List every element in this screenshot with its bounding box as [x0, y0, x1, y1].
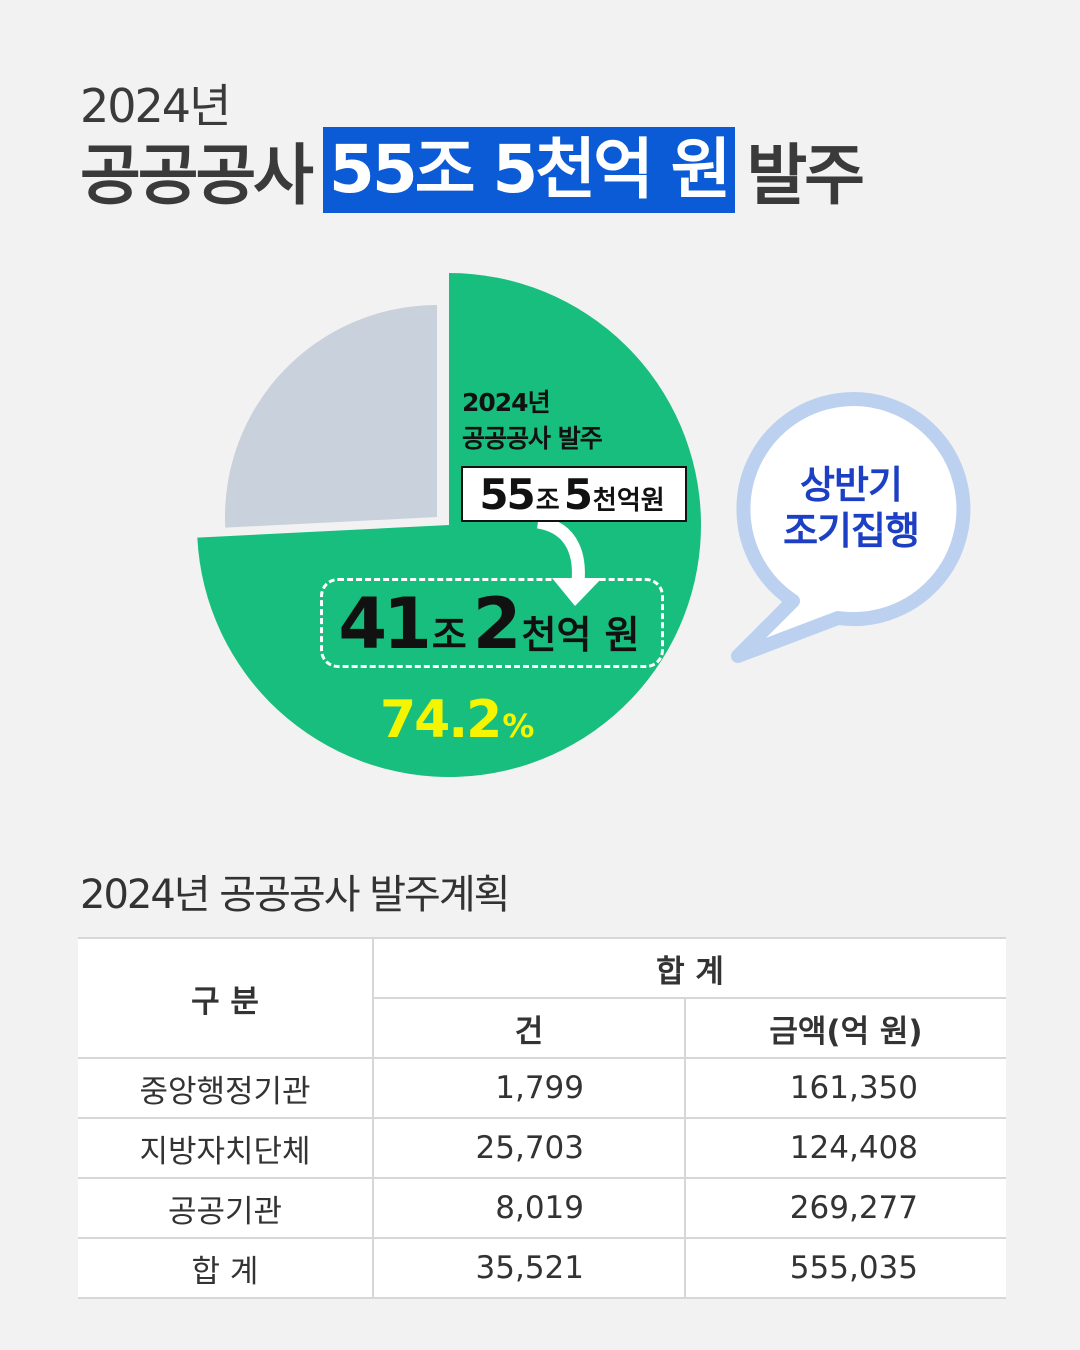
row-category: 공공기관 — [78, 1177, 374, 1239]
row-amount: 269,277 — [684, 1177, 1006, 1239]
total-amount-unit1: 조 — [535, 486, 560, 516]
pie-label: 2024년 공공공사 발주 — [462, 385, 603, 457]
section-title: 2024년 공공공사 발주계획 — [80, 872, 510, 918]
pie-label-year: 2024년 — [462, 388, 551, 417]
header-total: 합 계 — [372, 937, 1006, 999]
percent-value: 74.2 — [380, 690, 502, 750]
percent-label: 74.2% — [380, 690, 534, 750]
result-amount-b: 2 — [472, 583, 522, 665]
table-row: 합 계 35,521 555,035 — [78, 1237, 1006, 1299]
speech-bubble — [731, 392, 971, 663]
table-row: 공공기관 8,019 269,277 — [78, 1177, 1006, 1239]
bubble-line1: 상반기 — [800, 463, 903, 507]
total-amount-box: 55 조 5 천억원 — [461, 466, 687, 522]
arrow-head — [552, 578, 602, 606]
total-amount-b: 5 — [563, 470, 593, 519]
total-amount-unit2: 천억원 — [592, 486, 665, 516]
plan-table: 구 분 합 계 건 금액(억 원) 중앙행정기관 1,799 161,350 지… — [78, 937, 1006, 1299]
row-count: 25,703 — [372, 1117, 686, 1179]
headline-pre: 공공공사 — [80, 137, 314, 214]
percent-sign: % — [502, 707, 534, 745]
row-amount: 555,035 — [684, 1237, 1006, 1299]
result-amount-unit1: 조 — [431, 613, 467, 657]
result-amount-box: 41 조 2 천억 원 — [320, 578, 664, 668]
header-amount: 금액(억 원) — [684, 997, 1006, 1059]
row-amount: 161,350 — [684, 1057, 1006, 1119]
header-category: 구 분 — [78, 937, 374, 1059]
total-amount-a: 55 — [479, 470, 535, 519]
table-row: 지방자치단체 25,703 124,408 — [78, 1117, 1006, 1179]
row-amount: 124,408 — [684, 1117, 1006, 1179]
row-category: 중앙행정기관 — [78, 1057, 374, 1119]
bubble-text: 상반기 조기집행 — [738, 462, 964, 554]
headline-post: 발주 — [746, 137, 865, 214]
row-count: 8,019 — [372, 1177, 686, 1239]
headline: 공공공사 55조 5천억 원 발주 — [80, 122, 865, 218]
table-row: 중앙행정기관 1,799 161,350 — [78, 1057, 1006, 1119]
bubble-line2: 조기집행 — [783, 509, 920, 553]
result-amount-a: 41 — [338, 583, 431, 665]
row-category: 합 계 — [78, 1237, 374, 1299]
pie-label-desc: 공공공사 발주 — [462, 424, 603, 453]
year-label: 2024년 — [80, 79, 231, 133]
header-count: 건 — [373, 997, 686, 1059]
row-count: 35,521 — [372, 1237, 686, 1299]
pie-slice-rest — [225, 305, 437, 528]
row-category: 지방자치단체 — [78, 1117, 374, 1179]
arrow-down-icon — [536, 515, 585, 583]
headline-highlight: 55조 5천억 원 — [322, 127, 735, 213]
row-count: 1,799 — [372, 1057, 686, 1119]
result-amount-unit2: 천억 원 — [521, 613, 640, 657]
